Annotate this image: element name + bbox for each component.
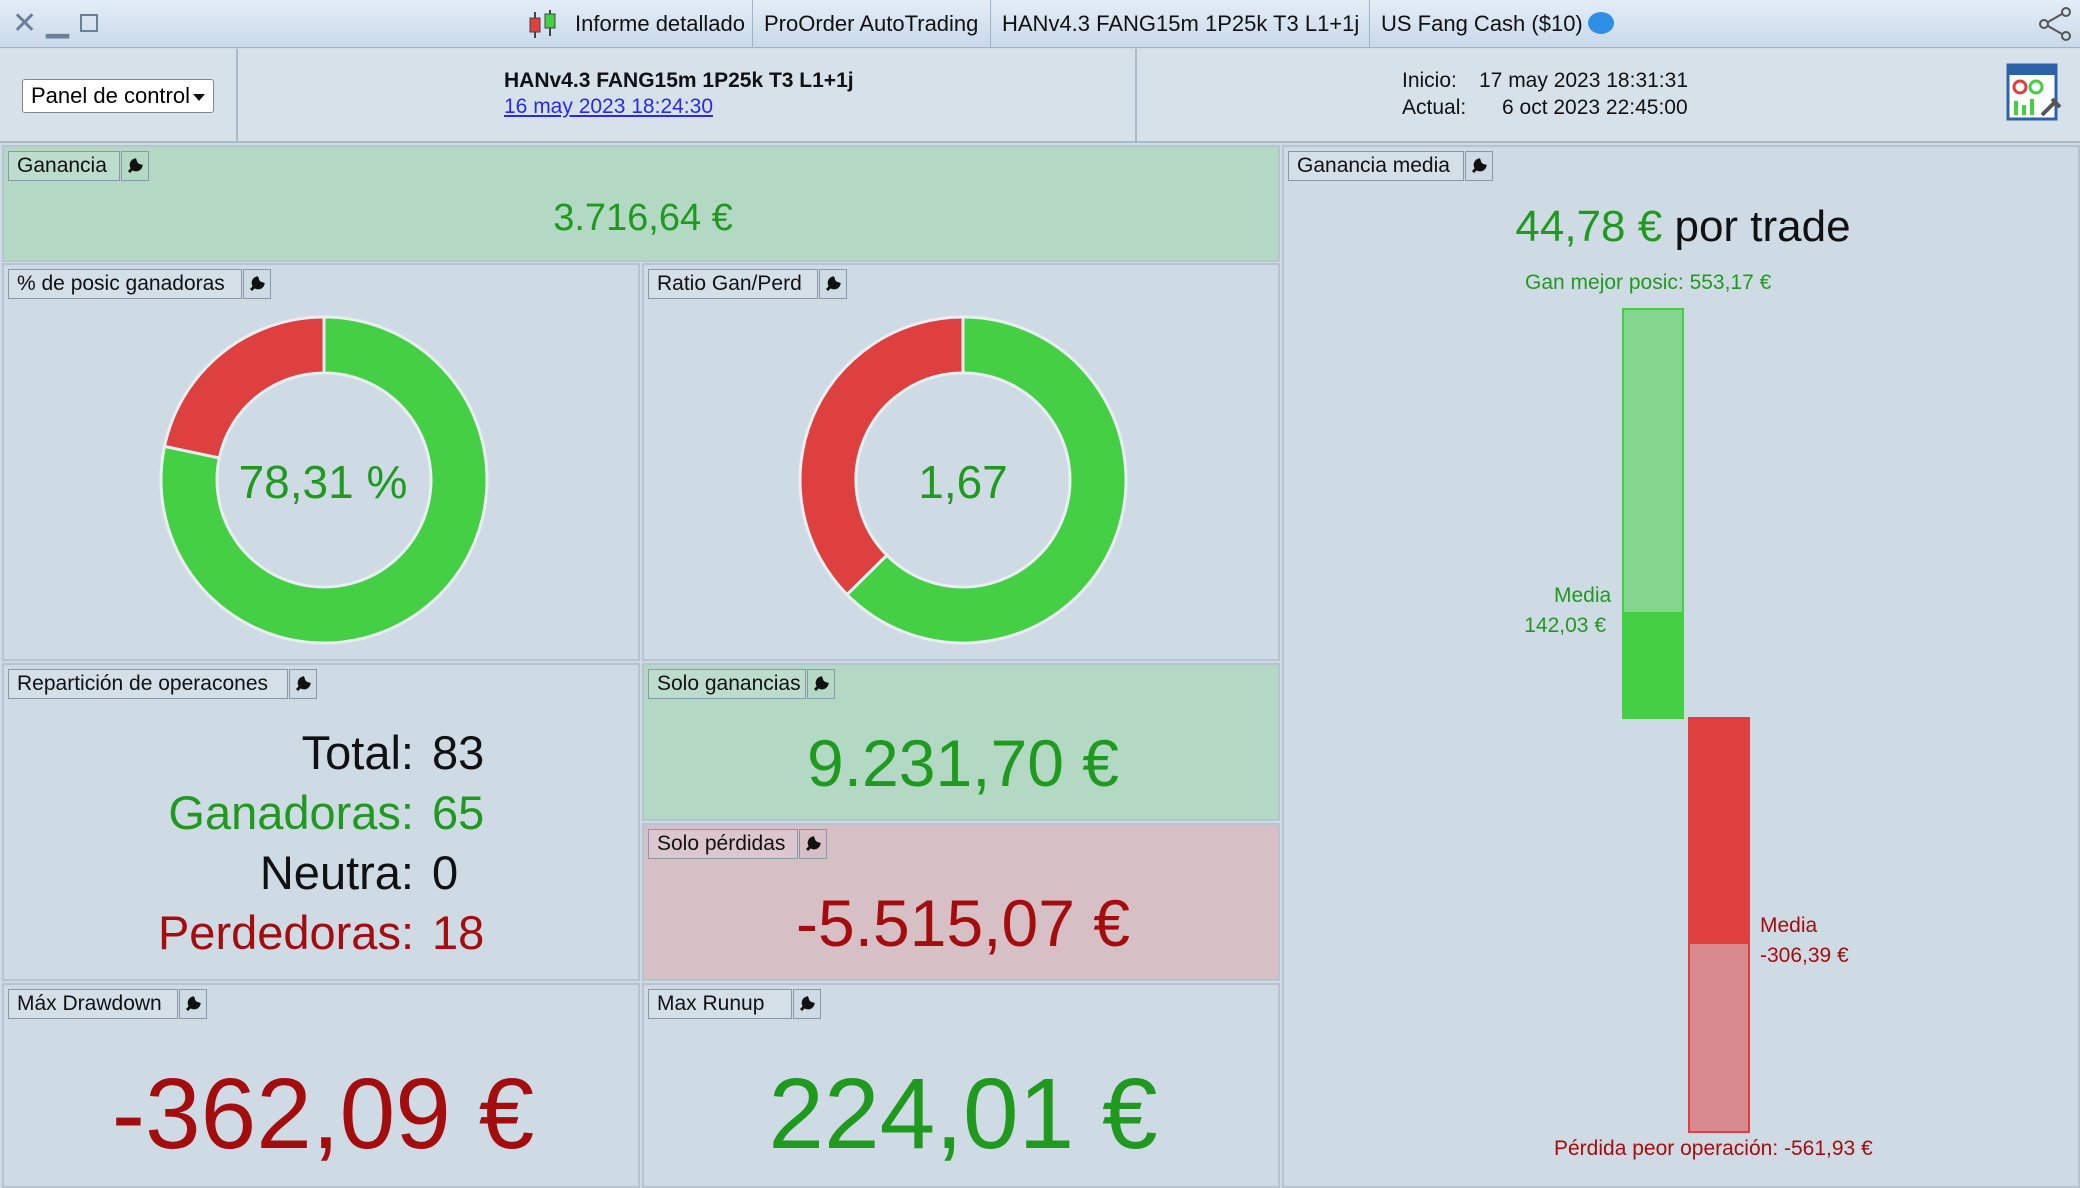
panel-select-value: Panel de control bbox=[31, 83, 190, 108]
tab-instrument[interactable]: US Fang Cash ($10) bbox=[1369, 0, 1594, 48]
max-runup-panel: Max Runup 224,01 € bbox=[642, 983, 1280, 1188]
maximize-icon[interactable] bbox=[80, 14, 98, 32]
actual-label: Actual: bbox=[1402, 96, 1467, 119]
report-header: Panel de control HANv4.3 FANG15m 1P25k T… bbox=[0, 49, 2080, 143]
wrench-icon[interactable] bbox=[121, 151, 149, 181]
win-donut-win-segment bbox=[159, 315, 489, 645]
solo-perdidas-panel: Solo pérdidas -5.515,07 € bbox=[642, 823, 1280, 981]
panel-title: Ganancia bbox=[8, 151, 120, 181]
perdedoras-label: Perdedoras: bbox=[157, 906, 414, 959]
solo-perdidas-value: -5.515,07 € bbox=[796, 886, 1130, 960]
title-bar: ✕ ▁ Informe detallado ProOrder AutoTradi… bbox=[0, 0, 2080, 48]
win-donut-chart bbox=[159, 315, 489, 645]
panel-title: Máx Drawdown bbox=[8, 989, 178, 1019]
ratio-value: 1,67 bbox=[918, 456, 1008, 508]
ratio-donut-loss-segment bbox=[798, 315, 965, 597]
neutra-label: Neutra: bbox=[259, 846, 414, 899]
win-donut-loss-segment bbox=[162, 315, 326, 460]
total-label: Total: bbox=[301, 726, 414, 779]
report-settings-icon[interactable] bbox=[2006, 61, 2062, 125]
share-icon[interactable] bbox=[2036, 6, 2076, 42]
divider bbox=[236, 49, 238, 143]
actual-value: 6 oct 2023 22:45:00 bbox=[1502, 96, 1688, 119]
wrench-icon[interactable] bbox=[289, 669, 317, 699]
ganancia-media-headline: 44,78 € por trade bbox=[1284, 202, 2080, 252]
max-drawdown-panel: Máx Drawdown -362,09 € bbox=[2, 983, 640, 1188]
worst-loss-label: Pérdida peor operación: -561,93 € bbox=[1554, 1137, 1873, 1160]
panel-title: Ratio Gan/Perd bbox=[648, 269, 818, 299]
panel-title: Ganancia media bbox=[1288, 151, 1464, 181]
ganancia-media-value: 44,78 € bbox=[1515, 202, 1663, 251]
ganancia-media-panel: Ganancia media 44,78 € por trade Gan mej… bbox=[1282, 145, 2080, 1188]
system-date-link[interactable]: 16 may 2023 18:24:30 bbox=[504, 95, 713, 118]
ratio-panel: Ratio Gan/Perd 1,67 bbox=[642, 263, 1280, 661]
total-value: 83 bbox=[432, 726, 485, 779]
ratio-donut-win-segment bbox=[844, 315, 1128, 645]
max-runup-value: 224,01 € bbox=[768, 1058, 1158, 1170]
ratio-donut-chart bbox=[798, 315, 1128, 645]
panel-title: % de posic ganadoras bbox=[8, 269, 242, 299]
wrench-icon[interactable] bbox=[243, 269, 271, 299]
wrench-icon[interactable] bbox=[819, 269, 847, 299]
average-gain-bar bbox=[1622, 612, 1684, 719]
panel-title: Solo ganancias bbox=[648, 669, 806, 699]
ganancia-value: 3.716,64 € bbox=[553, 197, 733, 239]
max-drawdown-value: -362,09 € bbox=[111, 1058, 535, 1170]
tab-informe-detallado[interactable]: Informe detallado bbox=[575, 11, 745, 36]
best-position-label: Gan mejor posic: 553,17 € bbox=[1525, 271, 1772, 294]
system-name: HANv4.3 FANG15m 1P25k T3 L1+1j bbox=[504, 69, 854, 92]
win-percentage-panel: % de posic ganadoras 78,31 % bbox=[2, 263, 640, 661]
chat-bubble-icon[interactable] bbox=[1588, 12, 1614, 34]
media-loss-label: Media bbox=[1760, 914, 1818, 937]
media-loss-value: -306,39 € bbox=[1760, 944, 1849, 967]
per-trade-label: por trade bbox=[1674, 202, 1851, 251]
tab-proorder-autotrading[interactable]: ProOrder AutoTrading bbox=[752, 0, 989, 48]
wrench-icon[interactable] bbox=[793, 989, 821, 1019]
close-icon[interactable]: ✕ bbox=[12, 7, 38, 40]
wrench-icon[interactable] bbox=[1465, 151, 1493, 181]
panel-title: Max Runup bbox=[648, 989, 792, 1019]
ganadoras-value: 65 bbox=[432, 786, 485, 839]
media-gain-value: 142,03 € bbox=[1524, 614, 1606, 637]
wrench-icon[interactable] bbox=[807, 669, 835, 699]
average-loss-bar bbox=[1688, 717, 1750, 944]
solo-ganancias-panel: Solo ganancias 9.231,70 € bbox=[642, 663, 1280, 821]
panel-title: Repartición de operacones bbox=[8, 669, 288, 699]
media-gain-label: Media bbox=[1554, 584, 1612, 607]
ganadoras-label: Ganadoras: bbox=[168, 786, 414, 839]
candlestick-icon bbox=[526, 8, 560, 42]
chevron-down-icon bbox=[193, 94, 205, 101]
reparticion-panel: Repartición de operacones Total: 83 Gana… bbox=[2, 663, 640, 981]
win-percentage-value: 78,31 % bbox=[238, 456, 408, 508]
ganancia-panel: Ganancia 3.716,64 € bbox=[2, 145, 1280, 262]
wrench-icon[interactable] bbox=[799, 829, 827, 859]
inicio-value: 17 may 2023 18:31:31 bbox=[1479, 69, 1688, 92]
minimize-icon[interactable]: ▁ bbox=[46, 5, 70, 38]
panel-title: Solo pérdidas bbox=[648, 829, 798, 859]
divider bbox=[1135, 49, 1137, 143]
perdedoras-value: 18 bbox=[432, 906, 485, 959]
tab-system-name[interactable]: HANv4.3 FANG15m 1P25k T3 L1+1j bbox=[990, 0, 1370, 48]
solo-ganancias-value: 9.231,70 € bbox=[807, 726, 1119, 800]
neutra-value: 0 bbox=[432, 846, 459, 899]
inicio-label: Inicio: bbox=[1402, 69, 1457, 92]
panel-select[interactable]: Panel de control bbox=[22, 79, 214, 113]
wrench-icon[interactable] bbox=[179, 989, 207, 1019]
